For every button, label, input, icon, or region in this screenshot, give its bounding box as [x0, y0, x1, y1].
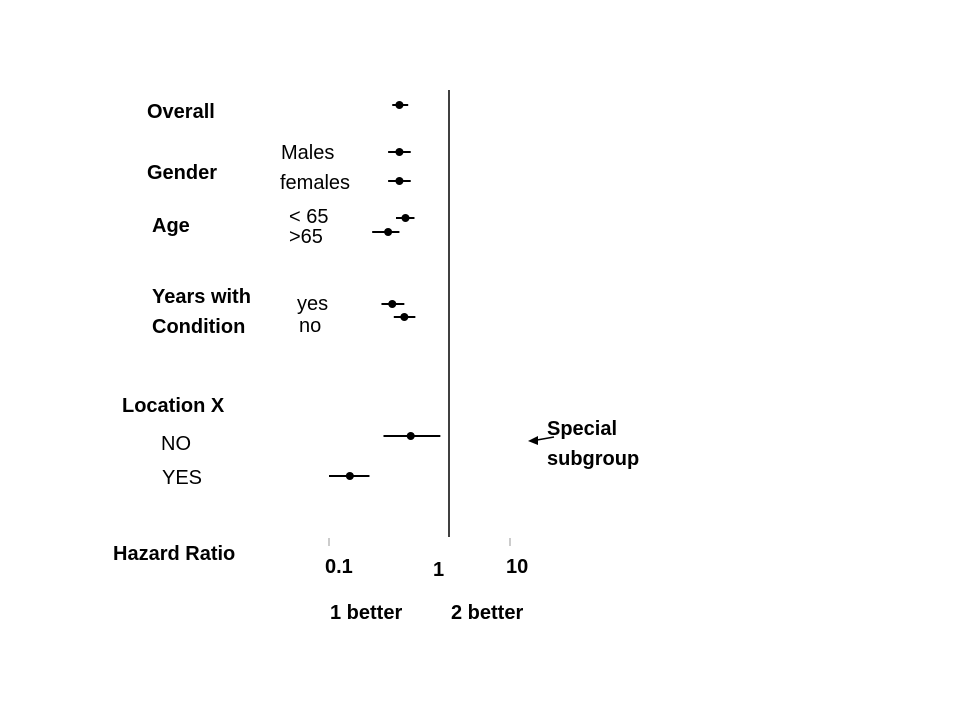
point-estimate-overall-all	[395, 101, 404, 109]
row-label-yes: yes	[297, 293, 328, 315]
row-label-females: females	[280, 172, 350, 194]
point-estimate-gender-females	[395, 177, 404, 185]
tick-label-10: 10	[506, 556, 528, 578]
annotation-arrow-shaft	[536, 436, 555, 441]
point-estimate-age-65	[401, 214, 410, 222]
row-label-over-65: >65	[289, 226, 323, 248]
point-estimate-years-with-condition-yes	[388, 300, 397, 308]
group-label-years-with-condition-line1: Years with	[152, 286, 251, 308]
point-estimate-location-x-no	[406, 432, 415, 440]
group-label-gender: Gender	[147, 162, 217, 184]
row-label-under-65: < 65	[289, 206, 328, 228]
tick-label-0-1: 0.1	[325, 556, 353, 578]
group-label-age: Age	[152, 215, 190, 237]
annotation-label: Special subgroup	[547, 418, 639, 470]
row-label-males: Males	[281, 142, 334, 164]
direction-label-right: 2 better	[451, 602, 523, 624]
group-label-location-x: Location X	[122, 395, 225, 417]
annotation-arrowhead	[528, 436, 538, 445]
annotation-label-line1: Special	[547, 418, 617, 440]
group-label-years-with-condition-line2: Condition	[152, 316, 245, 338]
point-estimate-years-with-condition-no	[400, 313, 409, 321]
row-label-location-no: NO	[161, 433, 191, 455]
tick-label-1: 1	[433, 559, 444, 581]
row-label-no: no	[299, 315, 321, 337]
group-label-years-with-condition: Years with Condition	[152, 286, 257, 338]
plot-marks	[329, 101, 441, 480]
direction-label-left: 1 better	[330, 602, 402, 624]
annotation-label-line2: subgroup	[547, 448, 639, 470]
point-estimate-location-x-yes	[345, 472, 354, 480]
point-estimate-gender-males	[395, 148, 404, 156]
point-estimate-age-65	[384, 228, 393, 236]
row-label-location-yes: YES	[162, 467, 202, 489]
x-axis-label: Hazard Ratio	[113, 543, 235, 565]
group-label-overall: Overall	[147, 101, 215, 123]
